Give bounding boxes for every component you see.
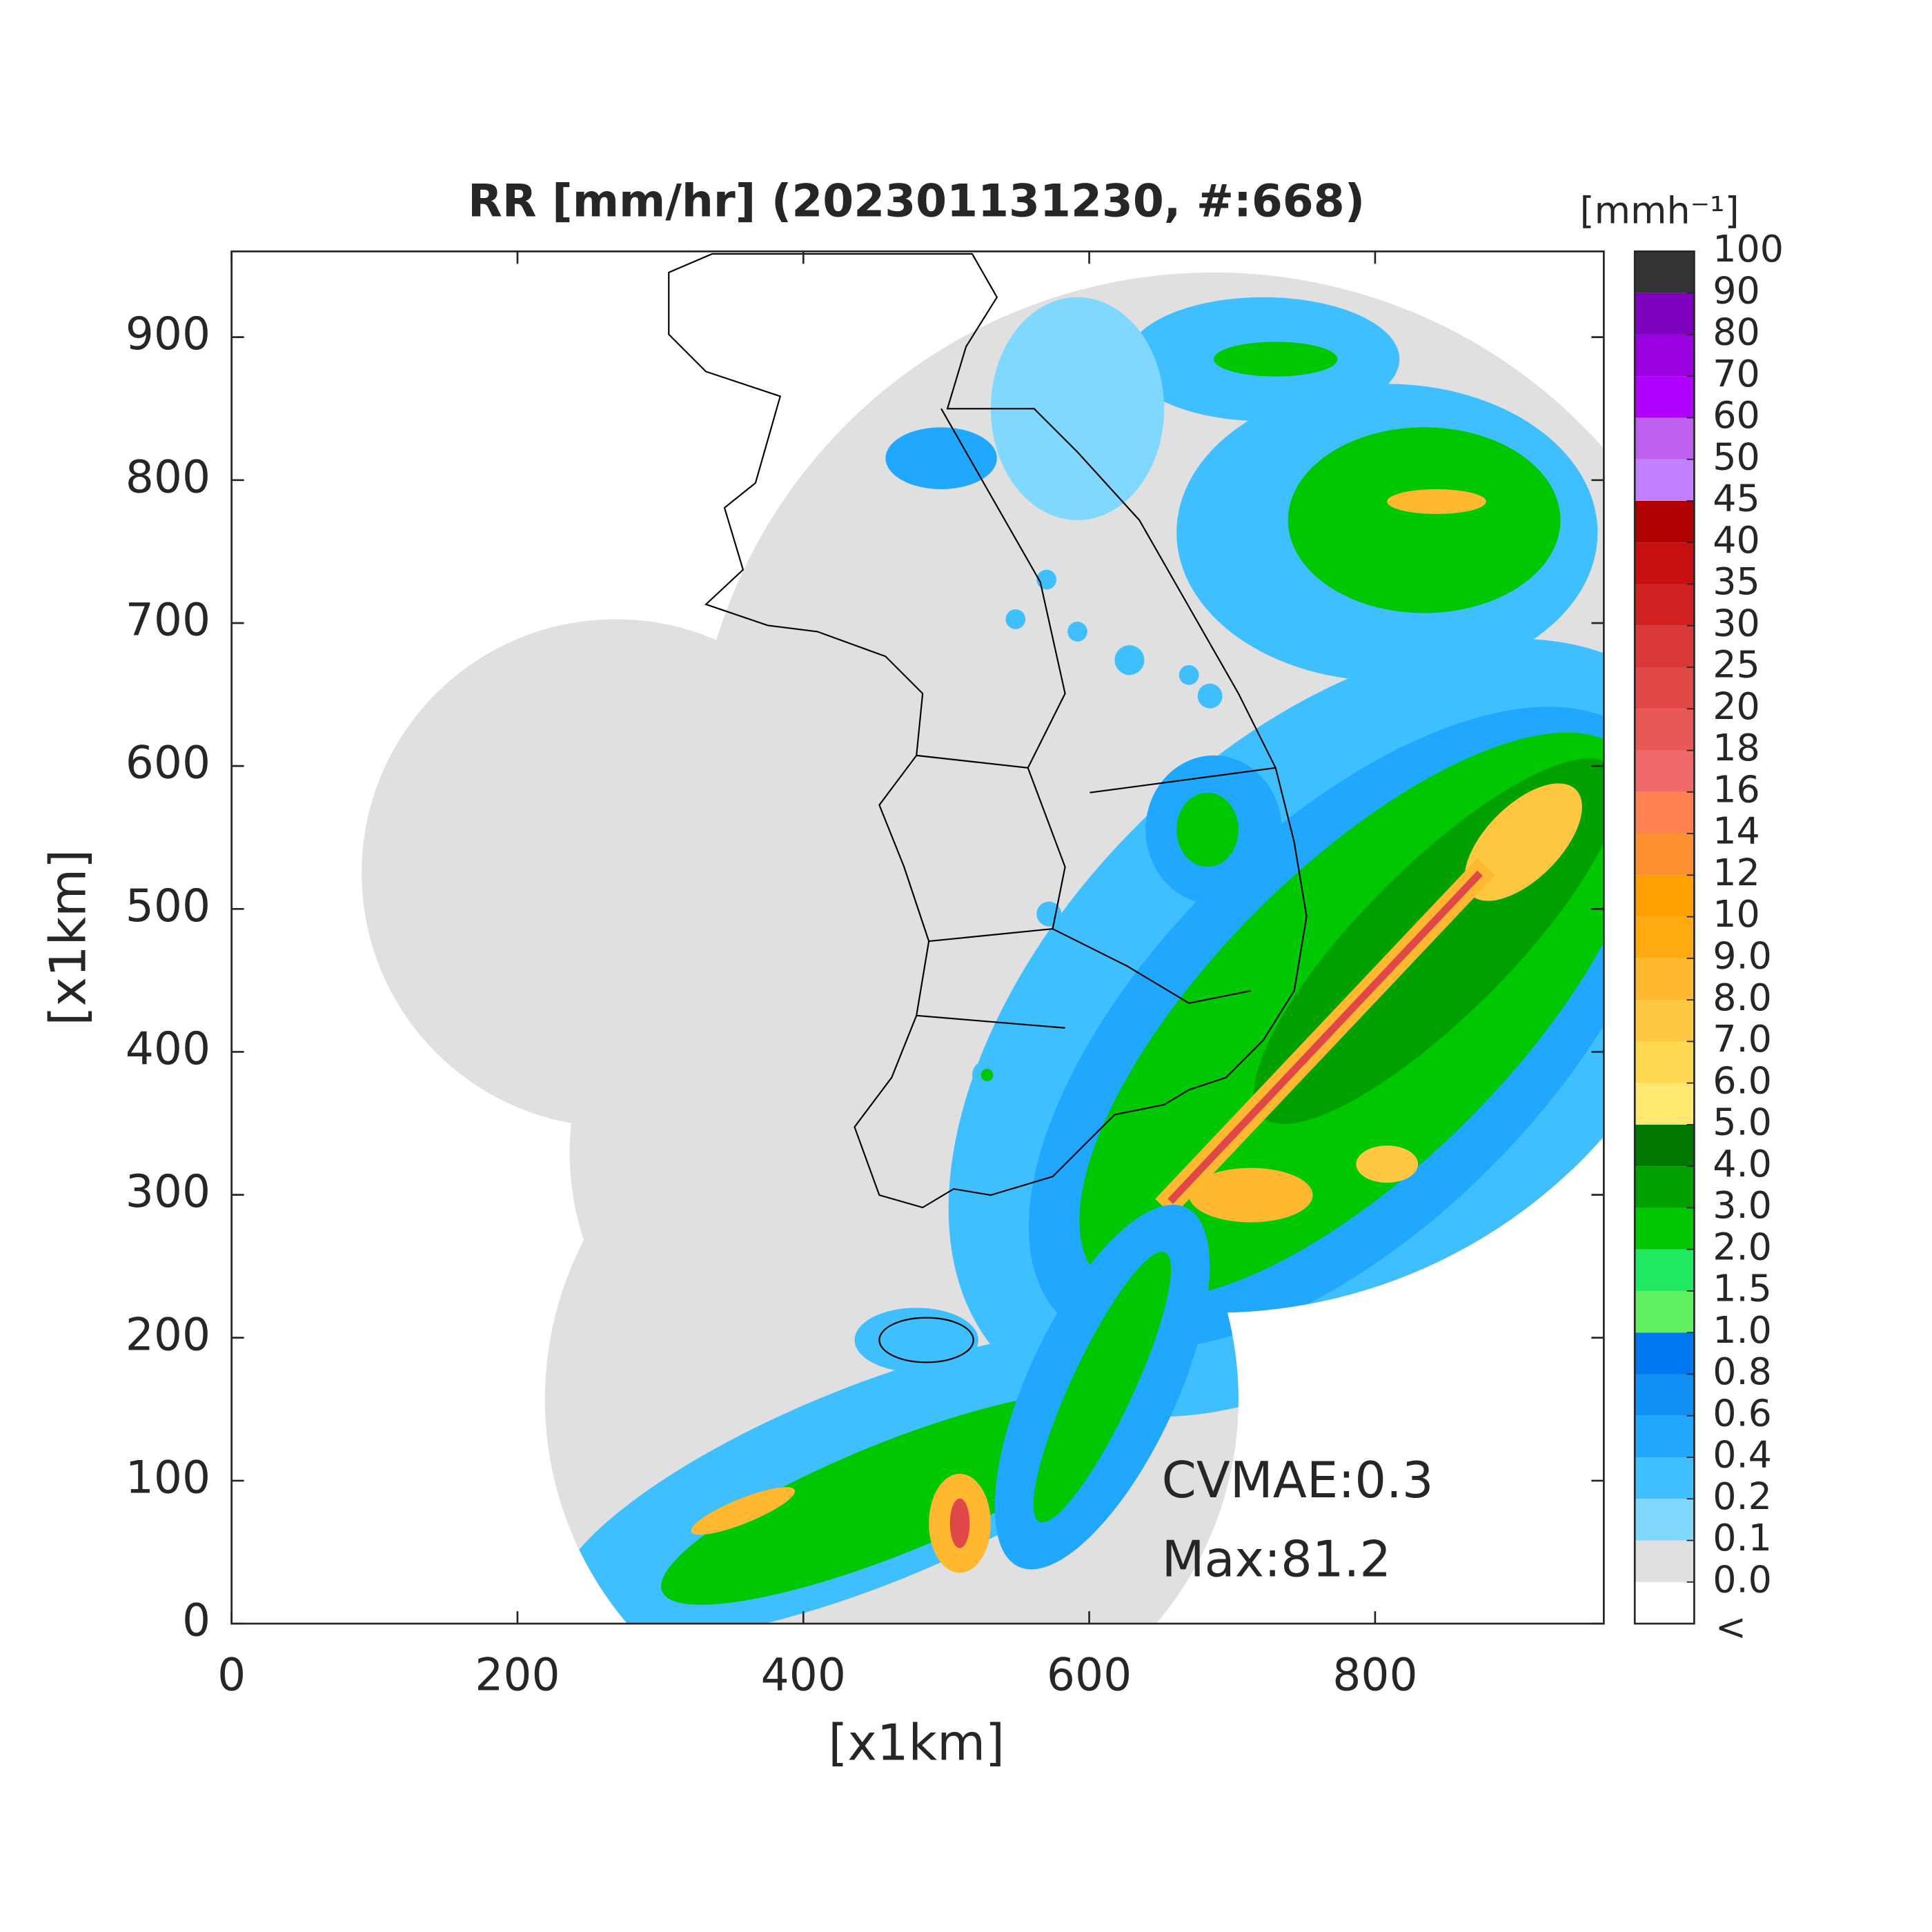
colorbar-segment: [1635, 958, 1695, 1000]
coastline: [668, 253, 1308, 1363]
y-tick-label: 200: [126, 1309, 210, 1361]
y-tick-label: 300: [126, 1166, 210, 1218]
colorbar-tick-label: 3.0: [1713, 1183, 1772, 1227]
colorbar-tick-label: 40: [1713, 518, 1760, 562]
colorbar-tick-label: 100: [1713, 227, 1784, 270]
colorbar-segment: [1635, 251, 1695, 293]
colorbar-tick-label: 9.0: [1713, 934, 1772, 977]
colorbar-segment: [1635, 1041, 1695, 1083]
annotation: Max:81.2: [1162, 1530, 1391, 1588]
colorbar-segment: [1635, 667, 1695, 709]
colorbar-frame: [1633, 250, 1695, 1625]
colorbar-tick-label: 0.6: [1713, 1391, 1772, 1435]
y-tick-label: 100: [126, 1452, 210, 1504]
colorbar-segment: [1635, 625, 1695, 668]
colorbar-segment: [1635, 1540, 1695, 1582]
colorbar-segment: [1635, 1208, 1695, 1250]
colorbar-tick-label: 25: [1713, 643, 1760, 687]
x-tick-label: 800: [1332, 1650, 1417, 1702]
colorbar-tick-label: 0.4: [1713, 1433, 1772, 1477]
colorbar-segment: [1635, 750, 1695, 792]
colorbar-segment: [1635, 916, 1695, 958]
colorbar-tick-label: 18: [1713, 726, 1760, 769]
colorbar-segment: [1635, 834, 1695, 876]
chart-title: RR [mm/hr] (202301131230, #:668): [468, 176, 1365, 228]
colorbar-tick-label: 10: [1713, 892, 1760, 936]
colorbar-tick-label: 0.2: [1713, 1475, 1772, 1518]
x-tick-label: 400: [761, 1650, 846, 1702]
colorbar-tick-label: 1.5: [1713, 1267, 1772, 1310]
colorbar-under: [1635, 1581, 1695, 1624]
colorbar-segment: [1635, 500, 1695, 543]
y-axis-label: [x1km]: [39, 849, 97, 1026]
colorbar-tick-label: 60: [1713, 393, 1760, 437]
colorbar-segment: [1635, 1083, 1695, 1125]
colorbar-label: [mmh⁻¹]: [1580, 188, 1739, 232]
colorbar-tick-label: 2.0: [1713, 1225, 1772, 1268]
colorbar-segment: [1635, 542, 1695, 584]
colorbar-segment: [1635, 376, 1695, 418]
colorbar-tick-label: 5.0: [1713, 1101, 1772, 1144]
colorbar-tick-label: 4.0: [1713, 1142, 1772, 1185]
colorbar-tick-label: 20: [1713, 684, 1760, 728]
colorbar-under-label: <: [1715, 1606, 1746, 1649]
axes-frame: [230, 250, 1605, 1625]
colorbar-tick-label: 70: [1713, 352, 1760, 395]
colorbar-segment: [1635, 1374, 1695, 1416]
colorbar-tick-label: 14: [1713, 809, 1760, 853]
colorbar-segment: [1635, 584, 1695, 626]
colorbar-tick-label: 80: [1713, 310, 1760, 354]
colorbar-segment: [1635, 875, 1695, 917]
annotation: CVMAE:0.3: [1162, 1451, 1434, 1509]
x-tick-label: 600: [1047, 1650, 1132, 1702]
colorbar-segment: [1635, 1457, 1695, 1499]
y-tick-label: 600: [126, 738, 210, 789]
colorbar-tick-label: 0.0: [1713, 1557, 1772, 1601]
colorbar-segment: [1635, 293, 1695, 335]
colorbar-tick-label: 6.0: [1713, 1058, 1772, 1102]
colorbar-tick-label: 0.8: [1713, 1350, 1772, 1393]
y-tick-label: 800: [126, 451, 210, 503]
colorbar-tick-label: 35: [1713, 560, 1760, 603]
colorbar-tick-label: 12: [1713, 851, 1760, 894]
colorbar-tick-label: 1.0: [1713, 1308, 1772, 1352]
colorbar-tick-label: 45: [1713, 477, 1760, 520]
colorbar-segment: [1635, 1332, 1695, 1374]
y-tick-label: 400: [126, 1023, 210, 1075]
colorbar-tick-label: 7.0: [1713, 1017, 1772, 1061]
y-tick-label: 700: [126, 595, 210, 647]
colorbar-tick-label: 8.0: [1713, 976, 1772, 1019]
colorbar-segment: [1635, 709, 1695, 751]
colorbar-segment: [1635, 1290, 1695, 1333]
colorbar-segment: [1635, 1249, 1695, 1291]
colorbar-segment: [1635, 417, 1695, 460]
colorbar-segment: [1635, 1166, 1695, 1208]
colorbar-segment: [1635, 334, 1695, 377]
colorbar-segment: [1635, 1124, 1695, 1167]
colorbar-segment: [1635, 791, 1695, 834]
colorbar-tick-label: 90: [1713, 268, 1760, 312]
colorbar-segment: [1635, 1000, 1695, 1042]
x-tick-label: 0: [217, 1650, 246, 1702]
y-tick-label: 900: [126, 308, 210, 360]
colorbar-segment: [1635, 459, 1695, 501]
x-tick-label: 200: [475, 1650, 560, 1702]
y-tick-label: 500: [126, 880, 210, 932]
y-tick-label: 0: [182, 1595, 210, 1647]
colorbar-tick-label: 16: [1713, 767, 1760, 811]
x-axis-label: [x1km]: [828, 1713, 1005, 1771]
colorbar-segment: [1635, 1415, 1695, 1458]
colorbar-segment: [1635, 1499, 1695, 1541]
colorbar-tick-label: 0.1: [1713, 1516, 1772, 1559]
colorbar-tick-label: 50: [1713, 435, 1760, 478]
colorbar-tick-label: 30: [1713, 601, 1760, 644]
